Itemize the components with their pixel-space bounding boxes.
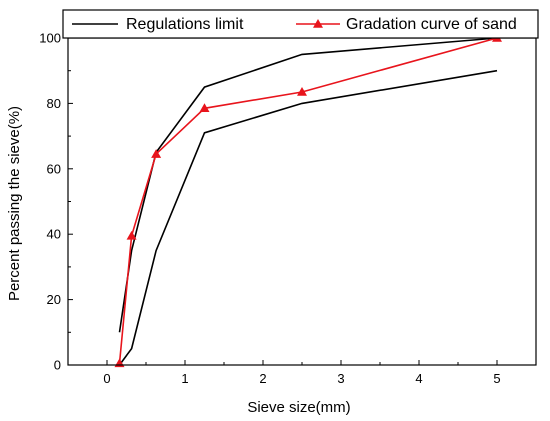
y-tick-label-1: 20 [47,292,61,307]
data-point-2-1 [126,230,137,240]
axes: 0 1 2 3 4 5 0 20 40 60 80 100 Sieve size(mm) Percent … [6,31,537,416]
x-tick-label-3: 3 [337,371,344,386]
data-point-2-4 [297,86,307,96]
legend-label-0: Regulations limit [126,16,244,33]
data-point-2-2 [151,149,162,158]
series-line-1 [118,69,498,366]
x-tick-label-2: 2 [259,371,266,386]
y-tick-label-2: 40 [47,227,61,242]
x-tick-label-4: 4 [415,371,422,386]
y-tick-label-5: 100 [39,31,61,46]
legend-marker-1 [313,19,323,28]
x-axis-label: Sieve size(mm) [247,399,350,416]
y-tick-label-0: 0 [54,358,61,373]
y-tick-label-3: 60 [47,161,61,176]
plot-area [114,33,502,368]
x-tick-label-0: 0 [103,371,110,386]
x-tick-label-1: 1 [181,371,188,386]
y-tick-label-4: 80 [47,96,61,111]
series-line-2 [118,37,498,364]
legend-label-1: Gradation curve of sand [346,16,517,33]
y-axis-label: Percent passing the sieve(%) [6,106,23,301]
series-line-0 [118,37,498,333]
data-point-2-3 [199,103,210,113]
x-tick-label-5: 5 [493,371,500,386]
legend: Regulations limit Gradation curve of sand [62,9,539,39]
